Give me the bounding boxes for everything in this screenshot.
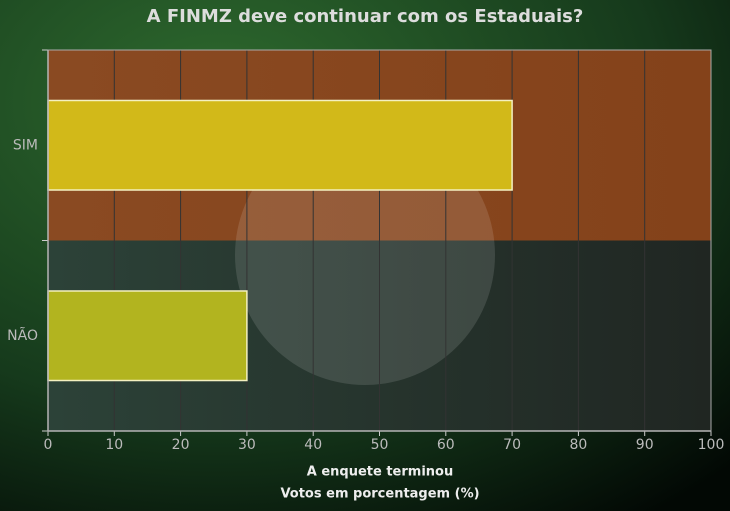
x-tick-label: 20 — [172, 437, 190, 453]
x-tick-label: 90 — [636, 437, 654, 453]
x-tick-label: 60 — [437, 437, 455, 453]
x-tick-label: 100 — [698, 437, 725, 453]
y-tick-label: SIM — [13, 137, 38, 153]
x-tick-label: 0 — [44, 437, 53, 453]
chart-title: A FINMZ deve continuar com os Estaduais? — [147, 6, 584, 27]
bar — [47, 99, 513, 191]
x-tick-label: 10 — [105, 437, 123, 453]
x-axis-label: Votos em porcentagem (%) — [280, 487, 479, 502]
x-tick-label: 30 — [238, 437, 256, 453]
x-tick-label: 50 — [371, 437, 389, 453]
bar — [47, 290, 248, 382]
x-axis-label: A enquete terminou — [307, 465, 453, 480]
y-tick-label: NÃO — [7, 327, 38, 344]
x-tick-label: 40 — [304, 437, 322, 453]
x-tick-label: 80 — [569, 437, 587, 453]
x-tick-label: 70 — [503, 437, 521, 453]
plot-border — [47, 49, 712, 432]
